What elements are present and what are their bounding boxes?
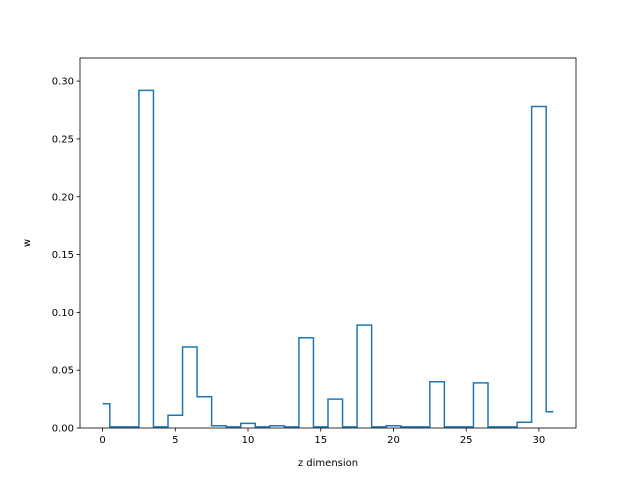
x-tick-label: 15 <box>314 435 327 446</box>
y-axis: 0.00 0.05 0.10 0.15 0.20 0.25 0.30 <box>52 77 80 435</box>
axes-frame <box>79 57 577 429</box>
x-axis: 0 5 10 15 20 25 30 <box>99 428 545 446</box>
y-tick-label: 0.05 <box>52 366 74 377</box>
x-tick-label: 30 <box>533 435 546 446</box>
y-axis-label: w <box>22 239 33 247</box>
plot-area <box>102 89 554 428</box>
series-line <box>102 89 554 428</box>
y-tick-label: 0.10 <box>52 308 74 319</box>
y-tick-label: 0.20 <box>52 192 74 203</box>
x-axis-label: z dimension <box>298 458 358 469</box>
x-tick-label: 10 <box>242 435 255 446</box>
y-tick-label: 0.30 <box>52 77 74 88</box>
x-tick-label: 5 <box>172 435 178 446</box>
y-tick-label: 0.25 <box>52 134 74 145</box>
x-tick-label: 0 <box>99 435 105 446</box>
y-tick-label: 0.15 <box>52 250 74 261</box>
x-tick-label: 25 <box>460 435 473 446</box>
x-tick-label: 20 <box>387 435 400 446</box>
y-tick-label: 0.00 <box>52 424 74 435</box>
